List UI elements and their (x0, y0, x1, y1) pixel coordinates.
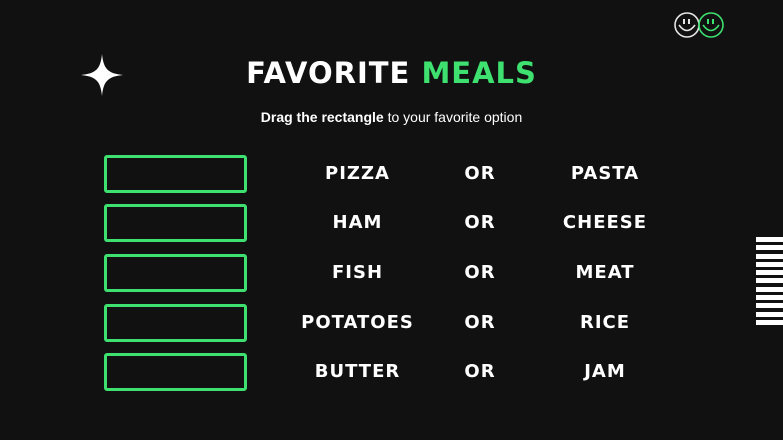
or-label: OR (464, 262, 496, 283)
drag-rectangle[interactable] (104, 304, 247, 342)
choice-row: PIZZA OR PASTA (0, 155, 783, 193)
drag-rectangle[interactable] (104, 204, 247, 242)
option-right[interactable]: JAM (584, 361, 626, 382)
option-left[interactable]: FISH (331, 262, 384, 283)
or-label: OR (464, 312, 496, 333)
choice-row: FISH OR MEAT (0, 254, 783, 292)
option-left[interactable]: POTATOES (301, 312, 414, 333)
or-label: OR (464, 361, 496, 382)
option-left[interactable]: HAM (332, 212, 383, 233)
instructions-rest: to your favorite option (387, 109, 523, 125)
instructions: Drag the rectangle to your favorite opti… (0, 109, 783, 125)
page-title: FAVORITE MEALS (0, 56, 783, 90)
double-smiley-icon (674, 12, 724, 38)
sparkle-star-icon (81, 54, 123, 96)
choice-row: BUTTER OR JAM (0, 353, 783, 391)
drag-rectangle[interactable] (104, 353, 247, 391)
choice-row: HAM OR CHEESE (0, 204, 783, 242)
title-part-1: FAVORITE (246, 56, 411, 90)
or-label: OR (464, 212, 496, 233)
choice-row: POTATOES OR RICE (0, 304, 783, 342)
option-left[interactable]: BUTTER (314, 361, 401, 382)
option-left[interactable]: PIZZA (325, 163, 390, 184)
instructions-bold: Drag the rectangle (260, 109, 384, 125)
option-right[interactable]: CHEESE (562, 212, 648, 233)
stripes-decoration (756, 237, 783, 328)
option-right[interactable]: RICE (579, 312, 631, 333)
option-right[interactable]: MEAT (575, 262, 635, 283)
drag-rectangle[interactable] (104, 155, 247, 193)
option-right[interactable]: PASTA (570, 163, 640, 184)
title-part-2: MEALS (421, 56, 537, 90)
or-label: OR (464, 163, 496, 184)
drag-rectangle[interactable] (104, 254, 247, 292)
